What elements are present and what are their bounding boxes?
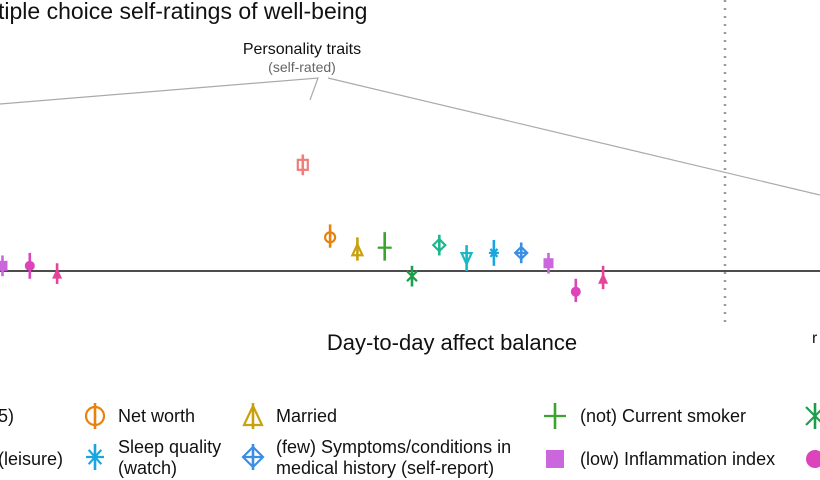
legend-label-line2: (watch) bbox=[118, 458, 177, 478]
data-point bbox=[459, 245, 474, 271]
annotation-label: Personality traits bbox=[243, 41, 361, 58]
data-points bbox=[0, 154, 609, 303]
legend: 5) Net worth Married (not) Current smoker (l… bbox=[0, 403, 820, 478]
data-point bbox=[488, 239, 499, 266]
legend-entry: (not) Current smoker bbox=[544, 403, 746, 429]
legend-entry bbox=[806, 450, 820, 468]
legend-label: (low) Inflammation index bbox=[580, 449, 775, 469]
data-point bbox=[296, 154, 309, 176]
legend-entry: (leisure) bbox=[0, 449, 63, 469]
data-point bbox=[0, 255, 8, 277]
data-point bbox=[406, 265, 418, 287]
section-label: Day-to-day affect balance bbox=[327, 330, 577, 355]
data-point bbox=[24, 252, 35, 279]
data-point bbox=[324, 224, 337, 248]
legend-entry: Married bbox=[242, 403, 337, 429]
legend-label: Married bbox=[276, 406, 337, 426]
legend-entry: Sleep quality(watch) bbox=[86, 437, 221, 478]
data-point bbox=[431, 234, 447, 256]
legend-label: (few) Symptoms/conditions in bbox=[276, 437, 511, 457]
chart-title: tiple choice self-ratings of well-being bbox=[0, 0, 367, 24]
data-point bbox=[350, 237, 365, 261]
data-point bbox=[52, 263, 63, 284]
legend-entry bbox=[805, 403, 820, 429]
legend-label-line2: medical history (self-report) bbox=[276, 458, 494, 478]
annotation-bracket-right bbox=[327, 77, 820, 196]
data-point bbox=[570, 278, 581, 303]
legend-entry: Net worth bbox=[84, 403, 195, 429]
legend-label: Net worth bbox=[118, 406, 195, 426]
legend-label: Sleep quality bbox=[118, 437, 221, 457]
right-edge-text: r bbox=[812, 330, 818, 347]
data-point bbox=[598, 265, 609, 290]
data-point bbox=[513, 242, 529, 264]
legend-label: 5) bbox=[0, 406, 14, 426]
annotation-sublabel: (self-rated) bbox=[268, 59, 336, 75]
data-point bbox=[543, 252, 554, 274]
legend-entry: (low) Inflammation index bbox=[546, 449, 775, 469]
annotation-bracket-left bbox=[0, 77, 319, 105]
legend-label: (not) Current smoker bbox=[580, 406, 746, 426]
legend-entry: 5) bbox=[0, 406, 14, 426]
legend-label: (leisure) bbox=[0, 449, 63, 469]
data-point bbox=[377, 232, 392, 261]
